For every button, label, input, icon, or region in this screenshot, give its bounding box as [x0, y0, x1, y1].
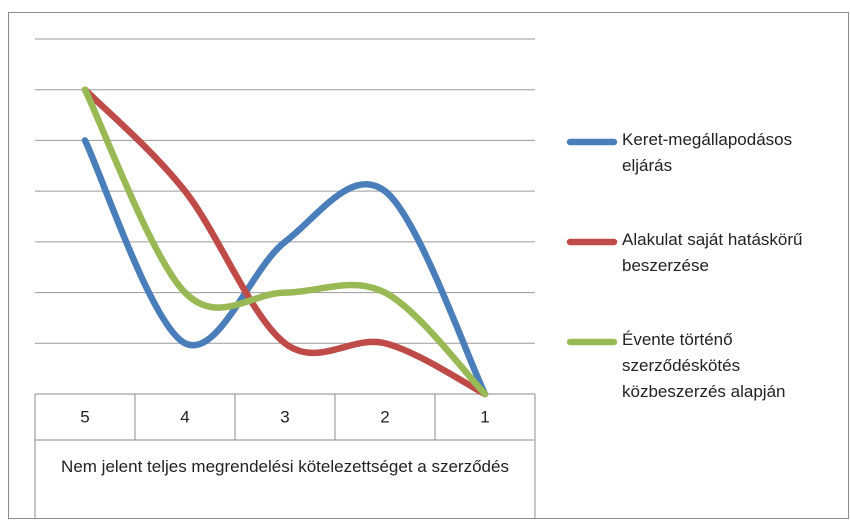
x-tick-label: 1 [480, 407, 489, 426]
x-tick-label: 3 [280, 407, 289, 426]
series-line [81, 86, 489, 398]
legend-label: Évente történő szerződéskötés közbeszerz… [622, 330, 786, 401]
series-line [81, 86, 489, 398]
legend-label: Alakulat saját hatáskörű beszerzése [622, 230, 803, 275]
x-axis-title: Nem jelent teljes megrendelési kötelezet… [61, 457, 509, 476]
x-tick-label: 5 [80, 407, 89, 426]
x-tick-label: 2 [380, 407, 389, 426]
series-line [81, 137, 489, 398]
x-tick-label: 4 [180, 407, 189, 426]
frame [8, 12, 849, 519]
legend-label: Keret-megállapodásos eljárás [622, 130, 793, 175]
